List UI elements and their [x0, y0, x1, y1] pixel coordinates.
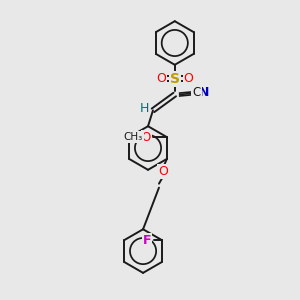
Text: S: S [170, 72, 180, 86]
Text: O: O [156, 72, 166, 85]
Text: O: O [184, 72, 194, 85]
Text: C: C [192, 86, 201, 99]
Text: N: N [199, 86, 210, 99]
Text: O: O [142, 130, 151, 144]
Text: O: O [158, 165, 168, 178]
Text: CH₃: CH₃ [124, 132, 143, 142]
Text: H: H [140, 102, 149, 115]
Text: F: F [143, 234, 151, 247]
